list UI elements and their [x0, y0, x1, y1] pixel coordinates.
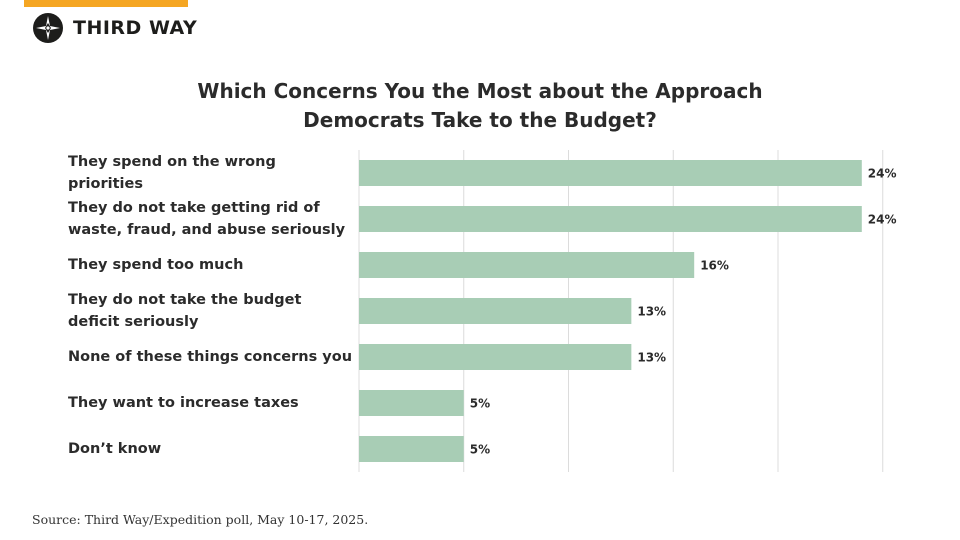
- category-label: They do not take getting rid of waste, fr…: [68, 197, 353, 241]
- chart-title-line-2: Democrats Take to the Budget?: [303, 108, 657, 132]
- bar: [359, 436, 464, 462]
- brand-name: THIRD WAY: [73, 17, 198, 39]
- category-label: They want to increase taxes: [68, 392, 353, 414]
- category-label-line: None of these things concerns you: [68, 349, 353, 365]
- data-label: 13%: [637, 305, 666, 319]
- bar: [359, 206, 862, 232]
- data-label: 13%: [637, 351, 666, 365]
- data-label: 24%: [868, 213, 897, 227]
- category-label-line: Don’t know: [68, 441, 162, 457]
- brand-logo: THIRD WAY: [32, 12, 197, 44]
- data-label: 24%: [868, 167, 897, 181]
- category-label: They do not take the budget deficit serio…: [68, 289, 353, 333]
- category-label-line: They want to increase taxes: [68, 395, 299, 411]
- category-label: They spend on the wrong priorities: [68, 151, 353, 195]
- data-label: 5%: [470, 397, 490, 411]
- chart-title: Which Concerns You the Most about the Ap…: [0, 77, 960, 135]
- category-label-line: They spend too much: [68, 257, 244, 273]
- bar: [359, 160, 862, 186]
- bar: [359, 390, 464, 416]
- category-label-line: They spend on the wrong priorities: [68, 154, 276, 192]
- source-note: Source: Third Way/Expedition poll, May 1…: [32, 512, 369, 527]
- bar: [359, 344, 632, 370]
- category-label: None of these things concerns you: [68, 346, 353, 368]
- category-label-line: waste, fraud, and abuse seriously: [68, 222, 346, 238]
- data-label: 16%: [700, 259, 729, 273]
- category-label-line: They do not take the budget: [68, 292, 302, 308]
- category-label-line: deficit seriously: [68, 314, 199, 330]
- bar: [359, 252, 695, 278]
- data-label: 5%: [470, 443, 490, 457]
- category-label-line: They do not take getting rid of: [68, 200, 320, 216]
- category-label: They spend too much: [68, 254, 353, 276]
- compass-star-icon: [33, 13, 63, 43]
- chart-title-line-1: Which Concerns You the Most about the Ap…: [197, 79, 763, 103]
- accent-bar: [24, 0, 188, 7]
- category-label: Don’t know: [68, 438, 353, 460]
- bar: [359, 298, 632, 324]
